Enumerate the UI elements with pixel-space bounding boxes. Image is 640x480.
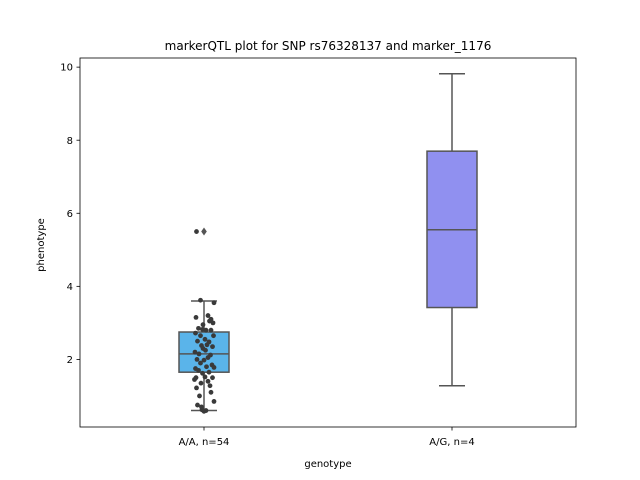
data-point [205, 313, 211, 318]
data-point [207, 383, 213, 389]
data-point [211, 333, 216, 339]
data-point [207, 318, 212, 324]
data-point [193, 330, 198, 336]
y-tick-label: 6 [67, 209, 73, 220]
data-point [196, 325, 201, 331]
data-point [194, 385, 199, 391]
data-point [196, 351, 202, 357]
data-point [198, 333, 203, 339]
data-point [211, 365, 217, 370]
data-point [198, 297, 203, 303]
data-point [194, 229, 199, 234]
data-point [196, 367, 201, 373]
data-point [200, 370, 205, 376]
data-point [204, 364, 209, 370]
data-point [192, 349, 198, 355]
y-tick-label: 2 [67, 355, 73, 366]
y-tick-label: 10 [60, 63, 73, 74]
data-point [193, 375, 199, 381]
data-point [197, 393, 202, 399]
data-point [194, 357, 200, 362]
data-point [204, 342, 210, 348]
y-axis-label: phenotype [36, 218, 47, 272]
data-point [205, 355, 211, 360]
x-tick-label: A/G, n=4 [429, 437, 474, 448]
data-point [201, 408, 207, 414]
data-point [201, 357, 207, 363]
x-axis-label: genotype [304, 459, 351, 470]
chart-title: markerQTL plot for SNP rs76328137 and ma… [165, 39, 492, 53]
data-point [203, 327, 209, 333]
data-point [210, 344, 215, 350]
x-tick-label: A/A, n=54 [179, 437, 230, 448]
data-point [210, 375, 215, 381]
data-point [211, 300, 217, 306]
data-point [195, 338, 200, 344]
plot-area: 2 4 6 8 10 A/A, n=54 A/G, n=4 [60, 57, 577, 448]
data-point [198, 360, 203, 366]
data-point [195, 402, 200, 408]
data-point [208, 389, 214, 395]
data-point [211, 399, 217, 404]
data-point [203, 347, 208, 353]
data-point [206, 369, 212, 375]
data-point [205, 378, 211, 384]
y-tick-label: 8 [67, 136, 73, 147]
data-point [199, 404, 204, 410]
y-tick-label: 4 [67, 282, 73, 293]
data-point [198, 380, 204, 386]
data-point [200, 322, 206, 328]
axes-frame [79, 57, 577, 428]
outlier-marker [201, 227, 207, 236]
data-point [193, 314, 199, 320]
data-point [208, 327, 214, 333]
data-point [202, 374, 208, 380]
data-point [202, 336, 208, 342]
